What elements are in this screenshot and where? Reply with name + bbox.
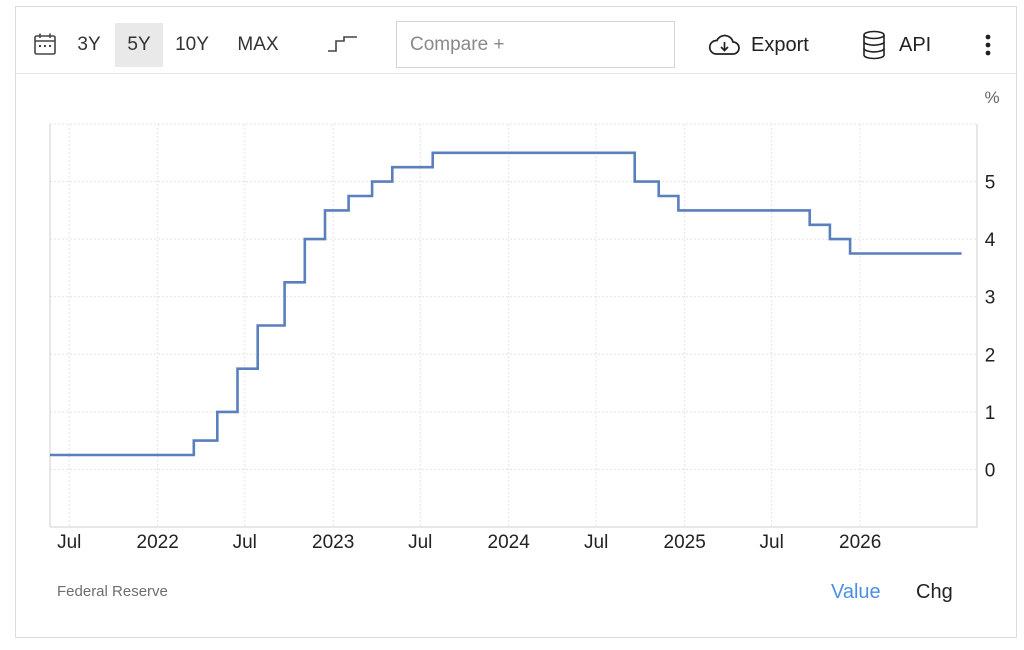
- y-tick-label: 0: [985, 460, 996, 481]
- y-tick-label: 4: [985, 230, 996, 251]
- more-vertical-icon[interactable]: [980, 32, 996, 58]
- compare-input[interactable]: [396, 21, 675, 68]
- grid-layer: [50, 123, 977, 527]
- x-tick-label: Jul: [760, 532, 784, 553]
- y-tick-label: 2: [985, 345, 996, 366]
- axis-layer: 0 1 2 3 4 5 Jul 2022 Jul 2023 Jul 2024 Jul 2025 Jul 202…: [49, 124, 996, 553]
- y-tick-label: 1: [985, 403, 996, 424]
- export-button[interactable]: Export: [707, 28, 809, 62]
- cloud-download-icon: [708, 34, 740, 55]
- api-button[interactable]: API: [861, 28, 931, 62]
- source-label: Federal Reserve: [57, 583, 168, 600]
- value-tab[interactable]: Value: [831, 581, 881, 603]
- chart-widget: [15, 6, 1017, 638]
- y-axis-unit-label: %: [984, 88, 999, 107]
- x-tick-label: 2024: [488, 532, 531, 553]
- rate-series-line[interactable]: [50, 151, 962, 457]
- export-label: Export: [751, 33, 809, 56]
- chart-toolbar: 3Y 5Y 10Y MAX Export API: [15, 6, 1017, 74]
- x-tick-label: 2026: [839, 532, 881, 553]
- api-label: API: [899, 33, 932, 56]
- x-tick-label: 2023: [312, 532, 354, 553]
- x-tick-label: 2022: [137, 532, 179, 553]
- series-layer: [50, 151, 962, 457]
- calendar-icon[interactable]: [33, 32, 57, 56]
- change-tab[interactable]: Chg: [916, 581, 953, 603]
- y-tick-label: 3: [985, 288, 996, 309]
- database-icon: [863, 30, 885, 60]
- range-max-button[interactable]: MAX: [237, 34, 279, 55]
- x-tick-label: Jul: [584, 532, 608, 553]
- x-tick-label: 2025: [664, 532, 706, 553]
- range-3y-button[interactable]: 3Y: [77, 34, 101, 55]
- y-tick-label: 5: [985, 173, 996, 194]
- step-line-icon[interactable]: [327, 34, 359, 54]
- x-tick-label: Jul: [57, 532, 81, 553]
- range-10y-button[interactable]: 10Y: [175, 34, 209, 55]
- x-tick-label: Jul: [408, 532, 432, 553]
- x-tick-label: Jul: [233, 532, 257, 553]
- range-5y-button[interactable]: 5Y: [115, 23, 163, 67]
